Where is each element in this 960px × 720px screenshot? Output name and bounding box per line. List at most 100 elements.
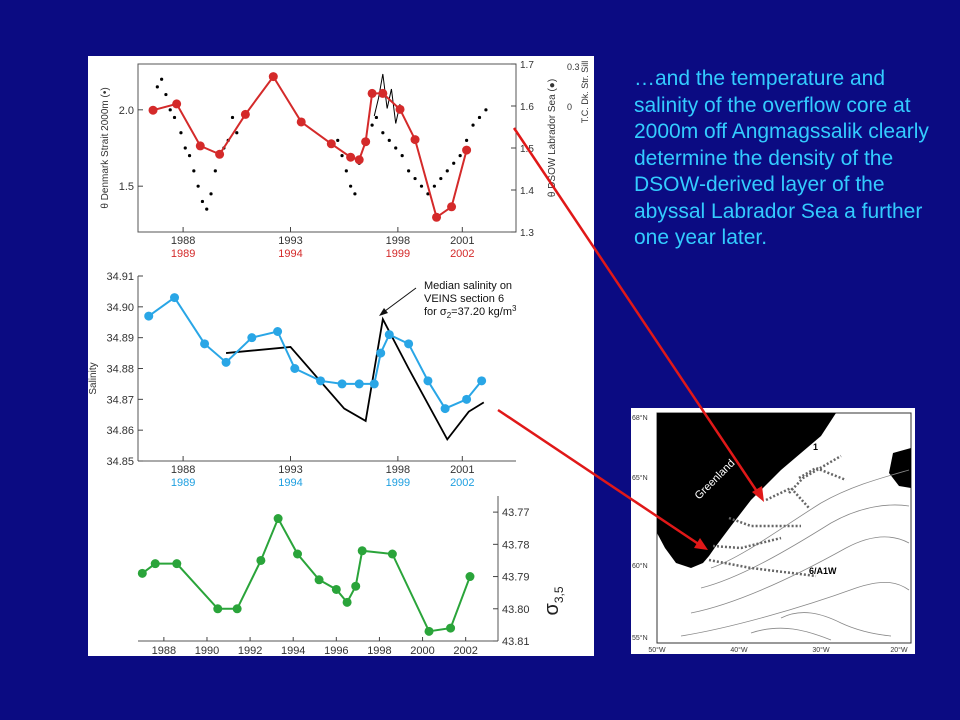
- mid-blue-point: [376, 348, 386, 358]
- top-left-ylabel: θ Denmark Strait 2000m (•): [100, 87, 111, 208]
- top-red-point: [395, 104, 405, 114]
- top-small-dot: [432, 184, 436, 188]
- top-small-dot: [370, 123, 374, 127]
- mid-blue-point: [337, 379, 347, 389]
- top-small-dot: [374, 115, 378, 120]
- map-lat-label: 55°N: [632, 634, 648, 642]
- mid-xtick-label-blue: 1994: [278, 477, 302, 489]
- top-xtick-label: 2001: [450, 235, 474, 247]
- map-contour: [750, 627, 832, 641]
- top-right-ytick-label: 1.6: [520, 102, 534, 113]
- mid-blue-point: [369, 379, 379, 389]
- top-left-ytick-label: 2.0: [119, 105, 134, 117]
- top-small-dot: [413, 176, 417, 181]
- arrow-bottom-head: [694, 538, 708, 550]
- mid-blue-point: [354, 379, 364, 389]
- top-red-point: [410, 135, 420, 145]
- bot-xtick-label: 1994: [281, 645, 305, 656]
- top-sill-trace: [373, 73, 401, 124]
- map-lon-label: 40°W: [730, 646, 748, 654]
- mid-blue-point: [440, 404, 450, 414]
- top-small-dot: [439, 176, 443, 181]
- bot-ylabel-sub: 3,5: [552, 586, 566, 603]
- mid-ytick-label: 34.90: [106, 302, 134, 314]
- mid-annotation-rest: =37.20 kg/m: [451, 306, 512, 318]
- top-small-dot: [168, 108, 172, 112]
- arrow-top: [512, 127, 762, 497]
- mid-blue-point: [200, 339, 210, 349]
- top-small-dot: [213, 169, 217, 173]
- mid-blue-point: [404, 339, 414, 349]
- top-small-dot: [183, 146, 187, 150]
- mid-blue-point: [221, 357, 231, 367]
- bot-ytick-label: 43.78: [502, 539, 530, 551]
- top-small-dot: [394, 146, 398, 150]
- map-section-label: 6/A1W: [809, 566, 837, 576]
- map-section-label: 4: [717, 500, 722, 510]
- top-small-dot: [164, 92, 168, 97]
- bot-xtick-label: 2000: [410, 645, 434, 656]
- bot-green-point: [465, 572, 475, 582]
- figure-svg: 2.01.51.71.61.51.41.30.30θ Denmark Strai…: [88, 60, 590, 656]
- arrow-top-head: [752, 486, 764, 502]
- mid-annotation-arrowhead: [379, 308, 388, 316]
- mid-blue-point: [247, 333, 257, 343]
- top-small-dot: [484, 108, 488, 112]
- mid-annotation-line2: VEINS section 6: [424, 293, 504, 305]
- top-farright-ytick-label: 0: [567, 102, 572, 112]
- top-small-dot: [205, 207, 209, 211]
- bot-xtick-label: 1988: [152, 645, 176, 656]
- top-red-point: [172, 99, 182, 109]
- bot-green-point: [213, 604, 223, 614]
- top-xtick-label-red: 1994: [278, 248, 302, 260]
- top-small-dot: [155, 85, 159, 89]
- mid-blue-point: [316, 376, 326, 386]
- mid-black-line: [225, 316, 485, 442]
- top-small-dot: [445, 169, 449, 173]
- figure-panel: 2.01.51.71.61.51.41.30.30θ Denmark Strai…: [88, 56, 594, 656]
- mid-ylabel: Salinity: [88, 362, 99, 394]
- bot-green-point: [387, 549, 397, 559]
- bot-green-point: [357, 546, 367, 556]
- mid-ytick-label: 34.88: [106, 364, 134, 376]
- bot-green-point: [293, 549, 303, 559]
- mid-blue-point: [273, 327, 283, 336]
- bot-green-point: [314, 575, 324, 585]
- map-contour: [680, 581, 910, 637]
- bot-green-point: [172, 559, 182, 569]
- map-section-line: [788, 454, 842, 494]
- map-section-line: [765, 486, 810, 509]
- mid-xtick-label: 2001: [450, 464, 474, 476]
- bot-green-point: [256, 555, 266, 565]
- bot-green-point: [424, 626, 434, 636]
- top-xtick-label: 1998: [386, 235, 410, 247]
- top-red-point: [215, 149, 225, 159]
- top-small-dot: [336, 138, 340, 142]
- top-red-point: [268, 72, 278, 82]
- top-red-point: [367, 88, 377, 98]
- bot-xtick-label: 1990: [195, 645, 219, 656]
- map-section-line: [798, 466, 847, 482]
- top-xtick-label: 1993: [278, 235, 302, 247]
- mid-blue-point: [477, 376, 487, 386]
- mid-blue-point: [462, 394, 472, 404]
- map-section-line: [712, 536, 782, 550]
- mid-blue-point: [384, 330, 394, 340]
- map-section-label: 1: [813, 442, 818, 452]
- top-small-dot: [172, 115, 177, 120]
- bot-green-point: [331, 584, 341, 594]
- top-red-point: [346, 152, 356, 162]
- top-small-dot: [400, 154, 404, 158]
- top-red-point: [361, 137, 371, 147]
- top-small-dot: [196, 184, 200, 188]
- top-red-point: [240, 109, 250, 119]
- map-section-line: [728, 516, 801, 528]
- map-lat-label: 68°N: [632, 414, 648, 422]
- top-small-dot: [407, 169, 411, 173]
- mid-blue-point: [423, 376, 433, 386]
- top-small-dot: [209, 192, 213, 196]
- top-small-dot: [381, 131, 385, 135]
- mid-blue-point: [144, 311, 154, 321]
- bot-ytick-label: 43.81: [502, 636, 530, 648]
